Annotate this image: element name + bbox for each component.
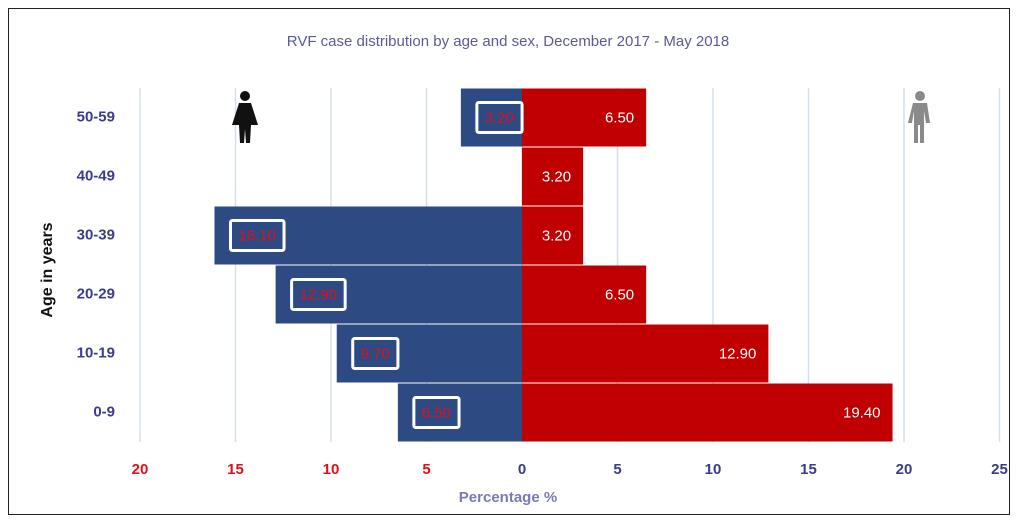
female-icon xyxy=(232,91,258,143)
x-tick-label: 10 xyxy=(323,461,340,478)
bar xyxy=(214,206,523,265)
bar xyxy=(522,383,893,442)
data-label: 16.10 xyxy=(238,227,276,244)
y-axis-label: Age in years xyxy=(39,222,56,317)
x-tick-label: 0 xyxy=(518,461,526,478)
x-axis-label: Percentage % xyxy=(459,489,557,506)
x-tick-label: 15 xyxy=(800,461,817,478)
data-label: 3.20 xyxy=(485,109,514,126)
data-label-box xyxy=(228,219,286,252)
bar xyxy=(522,206,584,265)
data-label-box xyxy=(351,337,400,370)
y-tick-label: 50-59 xyxy=(77,108,115,125)
x-tick-label: 20 xyxy=(132,461,149,478)
x-tick-label: 10 xyxy=(705,461,722,478)
y-tick-label: 0-9 xyxy=(93,403,115,420)
data-label-box xyxy=(475,101,524,134)
data-label: 6.50 xyxy=(422,404,451,421)
bar xyxy=(522,265,647,324)
data-label: 12.90 xyxy=(719,345,757,362)
y-tick-label: 40-49 xyxy=(77,167,115,184)
grid xyxy=(139,88,1001,442)
data-label-box xyxy=(412,396,461,429)
data-label: 3.20 xyxy=(542,227,571,244)
x-tick-label: 20 xyxy=(896,461,913,478)
x-tick-label: 5 xyxy=(422,461,430,478)
y-tick-label: 10-19 xyxy=(77,344,115,361)
bar xyxy=(336,324,522,383)
data-label: 12.90 xyxy=(300,286,338,303)
data-label: 3.20 xyxy=(542,168,571,185)
bar xyxy=(522,88,647,147)
x-tick-label: 15 xyxy=(227,461,244,478)
y-tick-label: 20-29 xyxy=(77,285,115,302)
chart-title: RVF case distribution by age and sex, De… xyxy=(287,33,729,50)
bar xyxy=(460,88,522,147)
bar xyxy=(275,265,522,324)
y-tick-label: 30-39 xyxy=(77,226,115,243)
data-label: 9.70 xyxy=(361,345,390,362)
male-icon xyxy=(908,91,930,143)
bar xyxy=(522,324,769,383)
x-tick-label: 25 xyxy=(991,461,1008,478)
bars xyxy=(214,88,893,442)
data-label: 6.50 xyxy=(605,109,634,126)
data-label-box xyxy=(290,278,347,311)
bar xyxy=(522,147,584,206)
x-tick-label: 5 xyxy=(613,461,621,478)
data-label: 19.40 xyxy=(843,404,881,421)
data-label: 6.50 xyxy=(605,286,634,303)
